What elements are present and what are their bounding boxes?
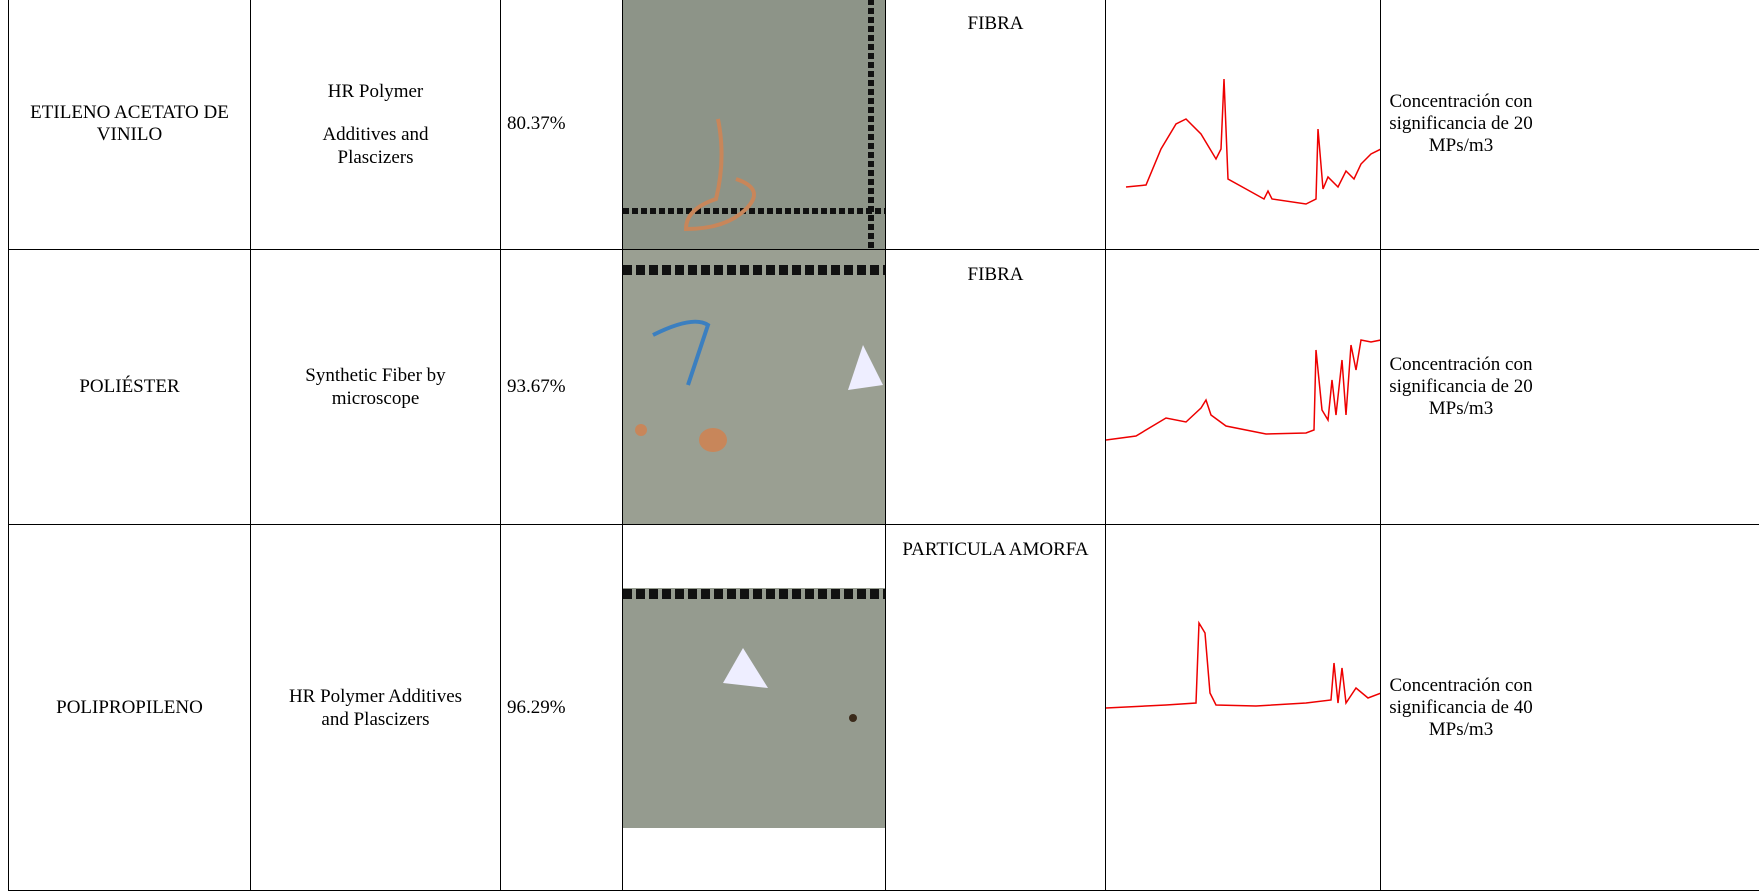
photo — [623, 588, 886, 828]
match-percent: 96.29% — [501, 525, 623, 891]
library-cell: HR Polymer Additives and Plascizers — [251, 525, 501, 891]
concentration: Concentración con significancia de 40 MP… — [1381, 675, 1541, 741]
match-percent: 93.67% — [501, 250, 623, 525]
material: ETILENO ACETATO DE VINILO — [9, 0, 251, 250]
row: ETILENO ACETATO DE VINILO HR Polymer Addi… — [9, 0, 1759, 250]
library: HR Polymer Additives and Plascizers — [286, 685, 466, 731]
library-cell: HR Polymer Additives and Plascizers — [251, 0, 501, 250]
library: Additives and Plascizers — [286, 123, 466, 169]
shape: FIBRA — [886, 250, 1106, 525]
concentration-cell: Concentración con significancia de 20 MP… — [1381, 0, 1759, 250]
concentration: Concentración con significancia de 20 MP… — [1381, 91, 1541, 157]
library: HR Polymer — [286, 80, 466, 103]
photo — [623, 250, 886, 524]
spectrum — [1106, 543, 1381, 873]
results-table: ETILENO ACETATO DE VINILO HR Polymer Addi… — [8, 0, 1759, 891]
row: POLIÉSTER Synthetic Fiber by microscope … — [9, 250, 1759, 525]
concentration-cell: Concentración con significancia de 40 MP… — [1381, 525, 1759, 891]
photo-cell — [623, 525, 886, 891]
spectrum-cell — [1106, 0, 1381, 250]
photo-cell — [623, 250, 886, 525]
spectrum — [1106, 0, 1381, 249]
spectrum — [1106, 250, 1381, 524]
shape: PARTICULA AMORFA — [886, 525, 1106, 891]
library-cell: Synthetic Fiber by microscope — [251, 250, 501, 525]
concentration: Concentración con significancia de 20 MP… — [1381, 354, 1541, 420]
match-percent: 80.37% — [501, 0, 623, 250]
row: POLIPROPILENO HR Polymer Additives and P… — [9, 525, 1759, 891]
photo-cell — [623, 0, 886, 250]
concentration-cell: Concentración con significancia de 20 MP… — [1381, 250, 1759, 525]
shape: FIBRA — [886, 0, 1106, 250]
material: POLIÉSTER — [9, 250, 251, 525]
library: Synthetic Fiber by microscope — [286, 364, 466, 410]
spectrum-cell — [1106, 250, 1381, 525]
material: POLIPROPILENO — [9, 525, 251, 891]
photo — [623, 0, 886, 249]
spectrum-cell — [1106, 525, 1381, 891]
